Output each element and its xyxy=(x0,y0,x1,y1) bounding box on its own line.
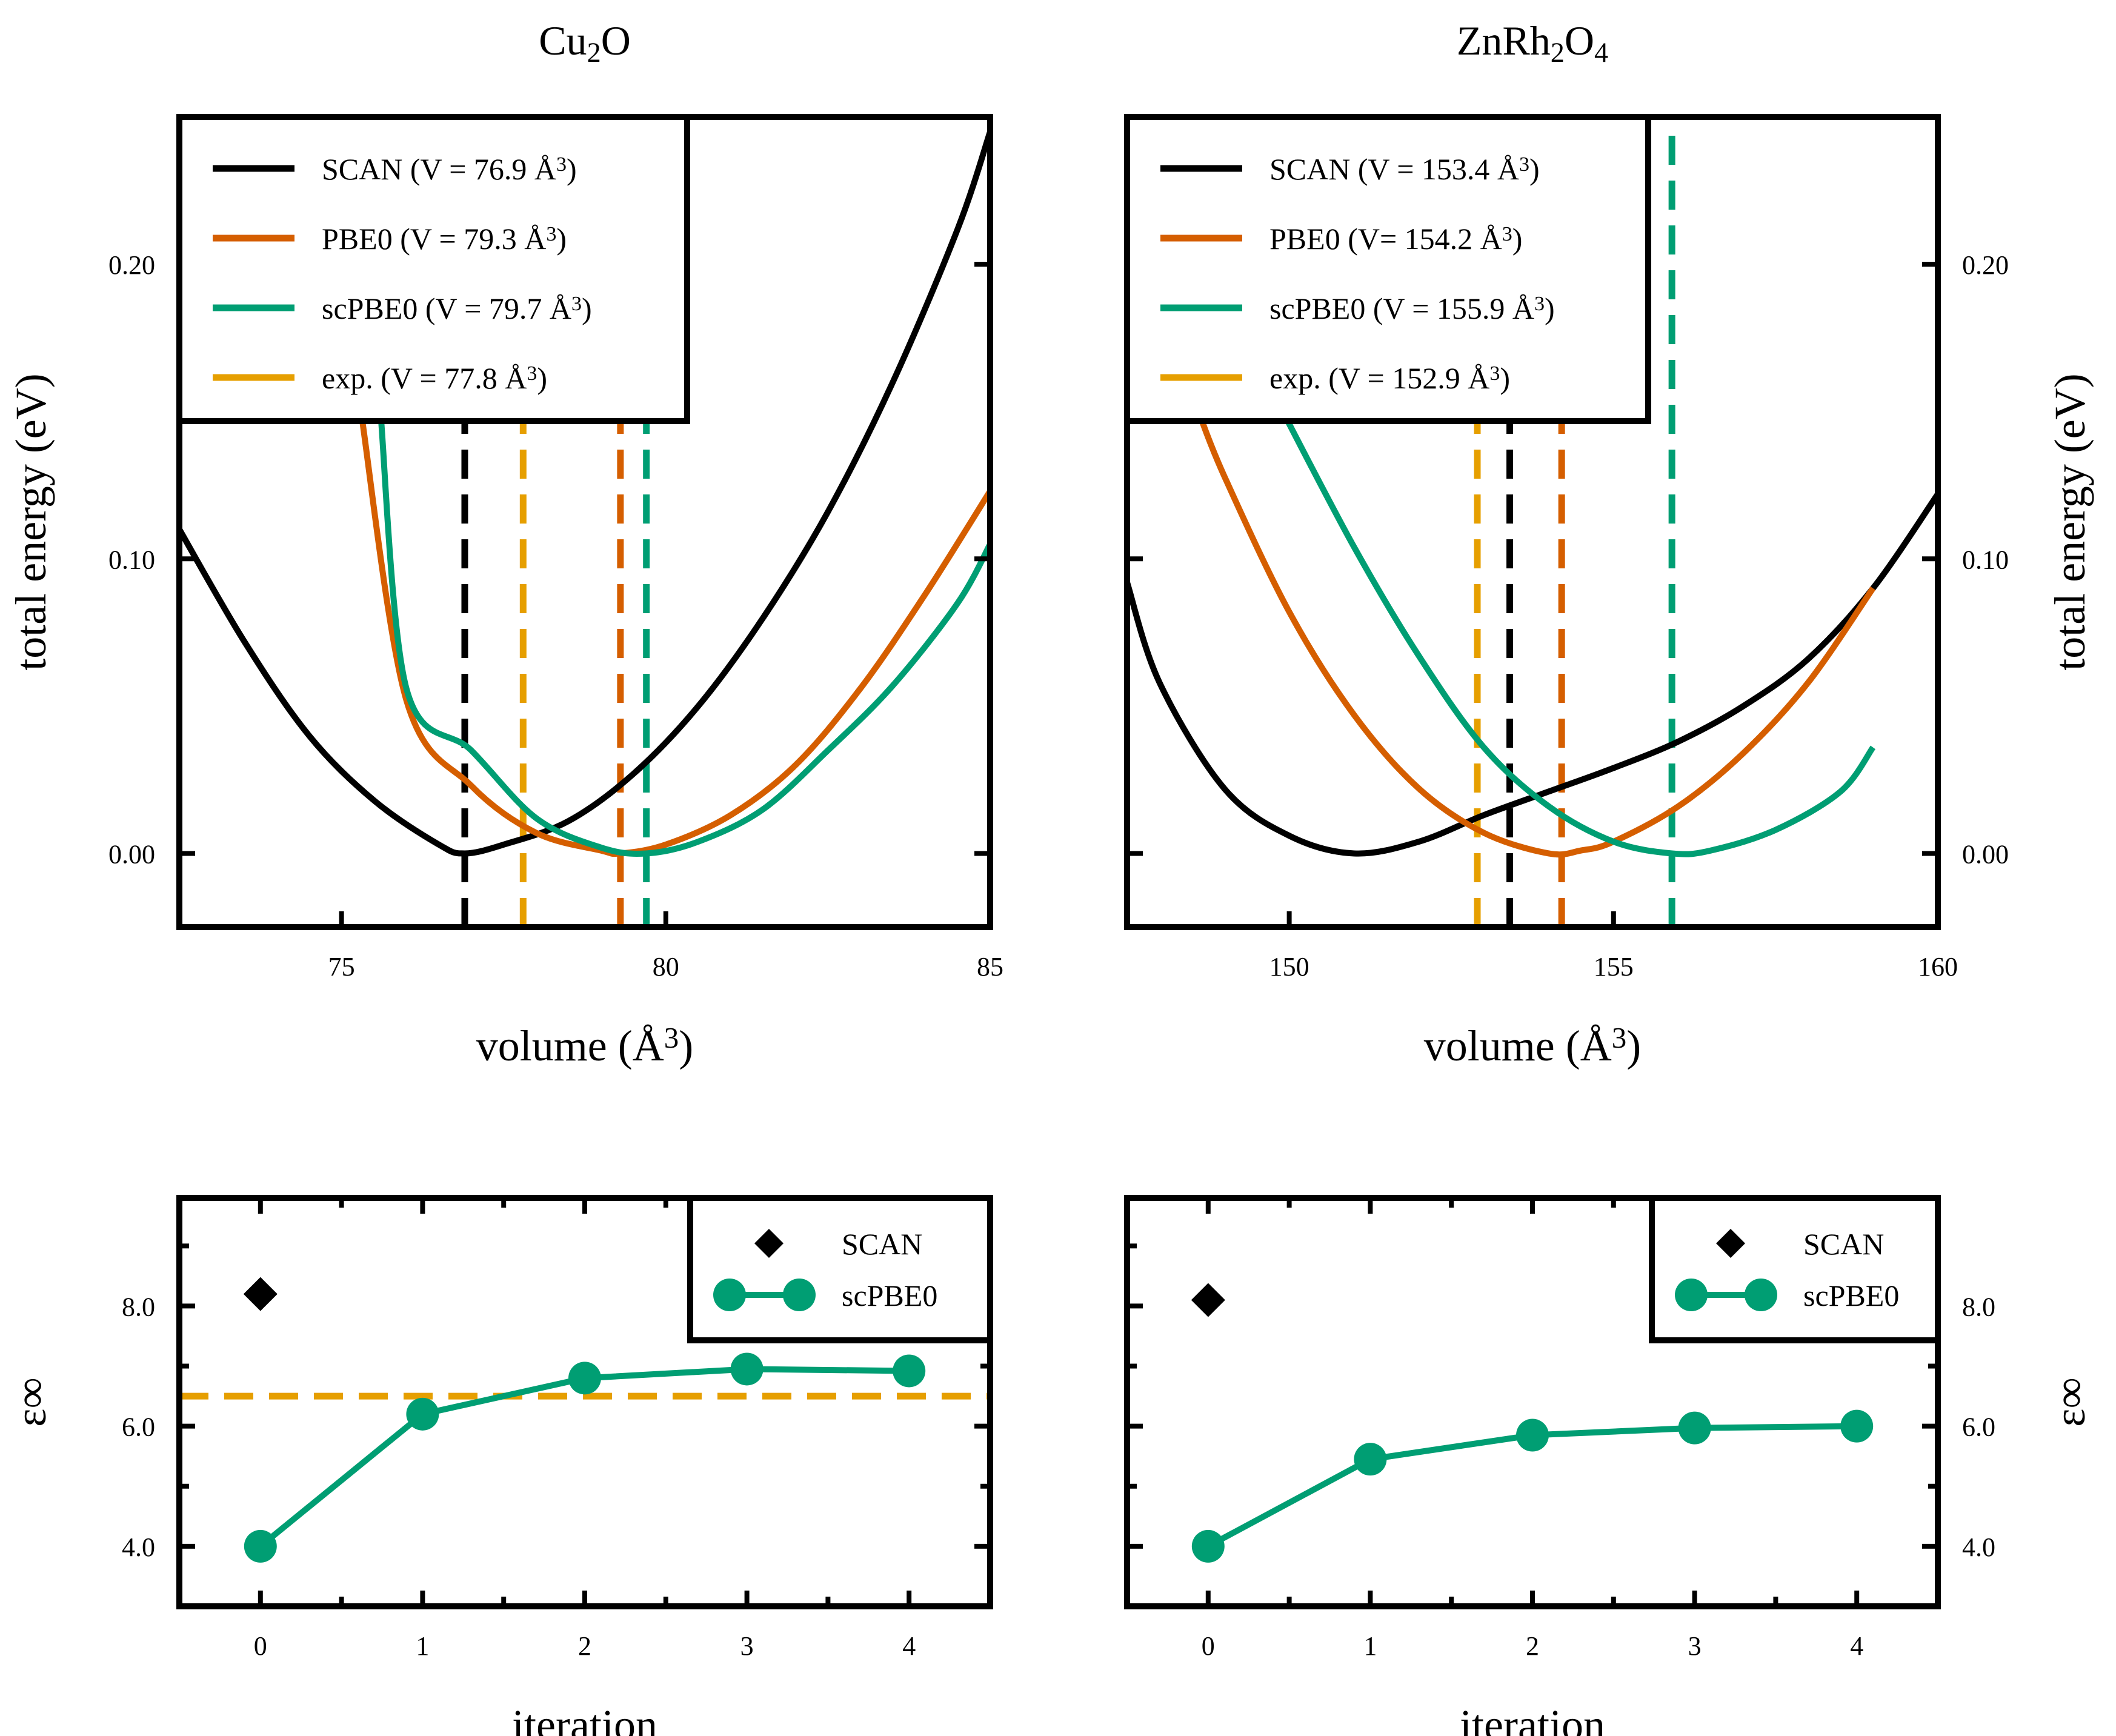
series-scpbe0-point-4 xyxy=(1840,1409,1874,1443)
y-tick-label: 6.0 xyxy=(122,1412,155,1442)
legend-box xyxy=(687,1195,993,1343)
legend-label: scPBE0 (V = 79.7 Å3) xyxy=(322,291,592,325)
x-tick-label: 1 xyxy=(1363,1631,1377,1661)
y-tick-label: 4.0 xyxy=(122,1532,155,1562)
y-tick-label: 0.10 xyxy=(108,545,155,574)
legend-label: SCAN xyxy=(1803,1227,1884,1261)
legend-swatch-scan xyxy=(1716,1229,1745,1258)
x-tick-label: 4 xyxy=(1850,1631,1863,1661)
legend-box xyxy=(1649,1195,1941,1343)
series-scpbe0-point-1 xyxy=(1354,1443,1387,1476)
series-scan-point-0 xyxy=(243,1277,278,1311)
x-tick-label: 0 xyxy=(254,1631,267,1661)
legend-label: scPBE0 xyxy=(1803,1279,1899,1312)
series-scpbe0-point-3 xyxy=(1678,1411,1711,1445)
x-axis-label: iteration xyxy=(1460,1701,1605,1736)
y-tick-label: 0.00 xyxy=(108,839,155,869)
series-scpbe0-line xyxy=(1280,410,1876,857)
series-scpbe0-point-0 xyxy=(244,1529,277,1563)
series-scan-point-0 xyxy=(1191,1283,1225,1317)
x-tick-label: 85 xyxy=(977,952,1003,982)
legend-label: SCAN xyxy=(842,1227,922,1261)
legend-swatch-scpbe0-marker xyxy=(1675,1279,1708,1311)
plot-frame xyxy=(176,1195,993,1609)
legend-label: scPBE0 (V = 155.9 Å3) xyxy=(1269,291,1555,325)
legend-swatch-scpbe0-marker xyxy=(1745,1279,1777,1311)
series-pbe0-line xyxy=(1196,410,1876,858)
plot-area xyxy=(1191,1283,1874,1563)
x-tick-label: 0 xyxy=(1202,1631,1215,1661)
y-axis-label: ε∞ xyxy=(7,1377,55,1427)
x-axis-label: volume (Å3) xyxy=(476,1021,693,1070)
series-scpbe0-point-2 xyxy=(568,1362,601,1395)
legend: SCAN (V = 153.4 Å3) PBE0 (V= 154.2 Å3) scP… xyxy=(1124,114,1651,424)
legend-label: exp. (V = 152.9 Å3) xyxy=(1269,361,1510,395)
series-scan-line xyxy=(1127,492,1938,857)
panel-4: 0 1 2 3 4 4.0 6.0 8.0 SCAN scPBE0 iteration ε∞ xyxy=(1124,1195,2094,1736)
legend-swatch-scan xyxy=(754,1229,784,1258)
plot-area xyxy=(179,1277,990,1563)
x-tick-label: 1 xyxy=(416,1631,429,1661)
legend-label: PBE0 (V= 154.2 Å3) xyxy=(1269,222,1522,256)
plot-frame xyxy=(1124,1195,1941,1609)
legend-swatch-scpbe0-marker xyxy=(783,1279,816,1311)
panel-title: ZnRh2O4 xyxy=(1457,18,1608,68)
series-pbe0-line xyxy=(358,411,990,857)
legend: SCAN (V = 76.9 Å3) PBE0 (V = 79.3 Å3) scPB… xyxy=(176,114,690,424)
x-tick-label: 155 xyxy=(1594,952,1634,982)
plot-area xyxy=(179,117,990,927)
legend-swatch-scpbe0-marker xyxy=(713,1279,746,1311)
y-tick-label: 0.10 xyxy=(1962,545,2009,574)
legend-label: PBE0 (V = 79.3 Å3) xyxy=(322,222,567,256)
y-tick-label: 0.20 xyxy=(1962,250,2009,280)
panel-3: 0 1 2 3 4 4.0 6.0 8.0 SCAN scPBE0 iteration ε∞ xyxy=(7,1195,993,1736)
series-scpbe0-line xyxy=(377,411,990,857)
legend-label: SCAN (V = 153.4 Å3) xyxy=(1269,152,1540,186)
series-scpbe0-point-4 xyxy=(893,1354,926,1388)
y-tick-label: 0.00 xyxy=(1962,839,2009,869)
x-tick-label: 2 xyxy=(1526,1631,1539,1661)
series-scan-line xyxy=(179,130,990,857)
panel-title: Cu2O xyxy=(539,18,631,68)
panel-2: 150 155 160 0.00 0.10 0.20 SCAN (V = 153.4 Å3)… xyxy=(1124,18,2094,1070)
x-tick-label: 150 xyxy=(1269,952,1309,982)
x-tick-label: 3 xyxy=(1688,1631,1702,1661)
y-tick-label: 8.0 xyxy=(122,1292,155,1322)
series-scpbe0-point-2 xyxy=(1516,1418,1549,1452)
x-tick-label: 75 xyxy=(328,952,355,982)
x-axis-label: volume (Å3) xyxy=(1424,1021,1641,1070)
legend-label: scPBE0 xyxy=(842,1279,937,1312)
y-tick-label: 8.0 xyxy=(1962,1292,1995,1322)
x-tick-label: 160 xyxy=(1918,952,1958,982)
legend-label: SCAN (V = 76.9 Å3) xyxy=(322,152,577,186)
y-axis-label: total energy (eV) xyxy=(2046,373,2094,670)
x-tick-label: 80 xyxy=(653,952,679,982)
y-tick-label: 4.0 xyxy=(1962,1532,1995,1562)
x-tick-label: 3 xyxy=(740,1631,754,1661)
legend-label: exp. (V = 77.8 Å3) xyxy=(322,361,547,395)
panel-1: 75 80 85 0.00 0.10 0.20 SCAN (V = 76.9 Å3) PBE0… xyxy=(7,18,1003,1070)
y-tick-label: 6.0 xyxy=(1962,1412,1995,1442)
series-scpbe0-point-0 xyxy=(1191,1529,1225,1563)
y-axis-label: ε∞ xyxy=(2046,1377,2094,1427)
series-scpbe0-point-3 xyxy=(730,1352,764,1386)
x-tick-label: 2 xyxy=(578,1631,591,1661)
y-tick-label: 0.20 xyxy=(108,250,155,280)
x-axis-label: iteration xyxy=(512,1701,657,1736)
y-axis-label: total energy (eV) xyxy=(7,373,55,670)
x-tick-label: 4 xyxy=(902,1631,916,1661)
legend: SCAN scPBE0 xyxy=(687,1195,993,1343)
legend: SCAN scPBE0 xyxy=(1649,1195,1941,1343)
series-scpbe0-point-1 xyxy=(406,1397,439,1431)
